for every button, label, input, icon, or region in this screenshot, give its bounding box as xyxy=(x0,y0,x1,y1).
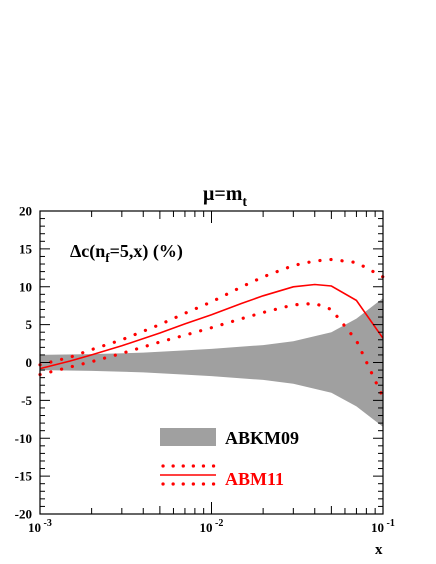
axis-ticks xyxy=(39,210,384,515)
legend: ABKM09 ABM11 xyxy=(160,428,299,489)
abkm09-band xyxy=(40,298,383,427)
x-tick-label: 10 -2 xyxy=(200,518,224,535)
y-tick-labels: 20 15 10 5 0 -5 -10 -15 -20 xyxy=(15,204,33,522)
abm11-lower-bound-line xyxy=(38,301,385,399)
y-tick-label: 0 xyxy=(26,355,33,370)
x-tick-labels: 10 -3 10 -2 10 -1 xyxy=(28,518,395,535)
legend-abm11-swatch xyxy=(160,464,218,486)
abm11-lines-layer xyxy=(38,257,385,399)
y-tick-label: -15 xyxy=(15,469,33,484)
legend-abkm09-swatch xyxy=(160,428,216,446)
legend-abkm09-label: ABKM09 xyxy=(225,428,299,448)
x-tick-label: 10 -3 xyxy=(28,518,52,535)
abkm09-band-layer xyxy=(40,298,383,427)
abm11-upper-bound-line xyxy=(38,257,385,367)
y-tick-label: 15 xyxy=(19,241,33,256)
chart-title: μ=mt xyxy=(203,183,247,210)
x-axis-label: x xyxy=(375,542,383,558)
y-tick-label: 5 xyxy=(26,317,33,332)
chart-annotation: Δc(nf=5,x) (%) xyxy=(70,241,183,265)
abm11-central-line xyxy=(39,283,384,370)
y-tick-label: -5 xyxy=(21,393,32,408)
y-tick-label: -10 xyxy=(15,431,32,446)
y-tick-label: -20 xyxy=(15,507,32,522)
legend-abm11-label: ABM11 xyxy=(225,469,284,489)
y-tick-label: 20 xyxy=(19,204,32,219)
x-tick-label: 10 -1 xyxy=(371,518,395,535)
y-tick-label: 10 xyxy=(19,279,32,294)
